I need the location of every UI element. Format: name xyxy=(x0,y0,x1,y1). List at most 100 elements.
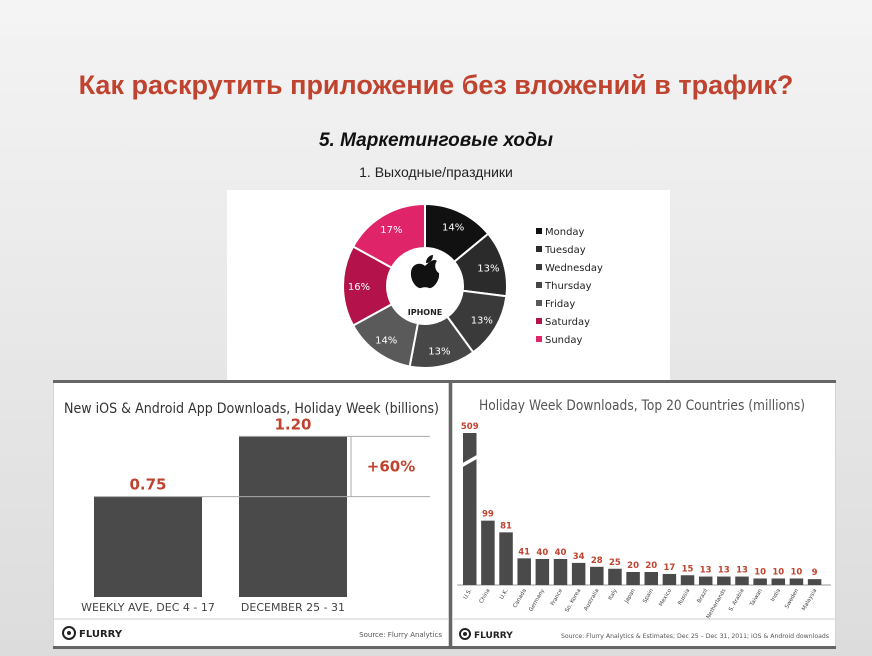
bar-category-label: China xyxy=(479,588,492,605)
donut-slice-label: 14% xyxy=(442,222,464,233)
bar xyxy=(517,558,531,585)
page-title: Как раскрутить приложение без вложений в… xyxy=(78,70,794,100)
section-subtitle: 5. Маркетинговые ходы xyxy=(318,130,554,151)
bar xyxy=(535,559,550,585)
bar-category-label: Malaysia xyxy=(801,588,818,612)
legend-label: Friday xyxy=(545,299,575,310)
top-countries-downloads-panel: Holiday Week Downloads, Top 20 Countries… xyxy=(452,382,836,648)
bar-value-label: 0.75 xyxy=(129,476,166,494)
legend-swatch xyxy=(536,228,542,234)
bar xyxy=(499,532,513,585)
bar-value-label: 13 xyxy=(700,566,712,576)
panel-divider xyxy=(53,380,836,383)
bar xyxy=(571,562,586,585)
donut-slice-label: 17% xyxy=(380,225,402,236)
bar xyxy=(789,578,804,585)
bar xyxy=(590,566,604,585)
bar-category-label: Netherlands xyxy=(706,588,728,620)
donut-slice-label: 13% xyxy=(477,264,499,275)
bar-value-label: 25 xyxy=(609,558,621,568)
bar-value-label: 13 xyxy=(718,566,730,576)
legend-label: Thursday xyxy=(544,281,592,292)
bar-category-label: Australia xyxy=(583,588,600,612)
bar xyxy=(239,436,347,597)
legend-swatch xyxy=(536,336,542,342)
bar-category-label: Japan xyxy=(623,588,637,606)
bar xyxy=(662,573,677,585)
bar-category-label: Mexico xyxy=(658,587,673,607)
bar-value-label: 1.20 xyxy=(274,415,311,433)
top-countries-downloads-chart: Holiday Week Downloads, Top 20 Countries… xyxy=(453,398,835,641)
apple-logo-icon xyxy=(410,255,440,289)
section-subsubtitle: 1. Выходные/праздники xyxy=(359,164,513,180)
bar-category-label: Canada xyxy=(512,588,528,609)
flurry-brand: FLURRY xyxy=(79,629,123,640)
donut-slice-label: 14% xyxy=(375,335,397,346)
bar-value-label: 509 xyxy=(461,422,479,432)
legend-label: Wednesday xyxy=(545,263,603,274)
panel-divider xyxy=(53,646,836,649)
bar xyxy=(463,433,477,585)
bar xyxy=(94,496,202,597)
bar-category-label: France xyxy=(550,587,565,606)
bar xyxy=(753,578,767,585)
bar-category-label: Spain xyxy=(642,588,655,605)
bar-value-label: 34 xyxy=(573,552,585,562)
bar xyxy=(626,572,640,585)
holiday-week-downloads-panel: New iOS & Android App Downloads, Holiday… xyxy=(53,382,449,648)
bar-category-label: Brazil xyxy=(697,588,710,605)
legend-label: Saturday xyxy=(545,317,590,328)
bar xyxy=(807,579,822,585)
bar xyxy=(608,568,622,585)
bar-category-label: S. Arabia xyxy=(728,588,746,612)
panel-divider xyxy=(449,382,452,648)
bar-value-label: 17 xyxy=(663,563,675,573)
bar-category-label: Taiwan xyxy=(749,588,764,609)
bar-category-label: Sweden xyxy=(784,588,800,610)
donut-slice-label: 16% xyxy=(348,282,370,293)
bar-value-label: 20 xyxy=(627,561,639,571)
bar-category-label: Italy xyxy=(608,587,620,601)
bar-value-label: 10 xyxy=(791,568,803,578)
bar-value-label: 28 xyxy=(591,556,603,566)
chart-title: Holiday Week Downloads, Top 20 Countries… xyxy=(479,398,805,414)
bar-category-label: U.S. xyxy=(463,588,474,601)
bar xyxy=(735,576,749,585)
legend-swatch xyxy=(536,264,542,270)
donut-slice-label: 13% xyxy=(471,316,493,327)
legend-swatch xyxy=(536,282,542,288)
axis-break-mark xyxy=(461,454,479,468)
bar-category-label: U.K. xyxy=(499,588,510,601)
flurry-logo-icon xyxy=(459,628,471,640)
donut-center-label: IPHONE xyxy=(408,308,443,317)
bar-category-label: India xyxy=(770,588,782,603)
flurry-logo-icon xyxy=(62,626,76,640)
weekday-donut-chart: 14% 13% 13% 13% 14% 16% 17% IPHONE Monday Tuesd… xyxy=(342,202,603,369)
chart-source: Source: Flurry Analytics xyxy=(359,631,442,639)
bar xyxy=(644,572,658,585)
bar-category-label: Russia xyxy=(677,588,691,606)
bar xyxy=(481,520,495,585)
legend-swatch xyxy=(536,318,542,324)
bar-value-label: 40 xyxy=(536,548,548,558)
bar-value-label: 40 xyxy=(555,548,567,558)
bar-category-label: Germany xyxy=(528,587,546,613)
legend-label: Sunday xyxy=(545,335,582,346)
legend-swatch xyxy=(536,246,542,252)
bar-value-label: 99 xyxy=(482,510,494,520)
legend-label: Monday xyxy=(545,227,585,238)
bar xyxy=(680,575,695,585)
donut-slice-label: 13% xyxy=(428,346,450,357)
bar xyxy=(553,559,568,585)
bar xyxy=(717,576,731,585)
bar-category-label: WEEKLY AVE, DEC 4 - 17 xyxy=(81,601,215,614)
bar-value-label: 13 xyxy=(736,566,748,576)
legend-label: Tuesday xyxy=(544,245,586,256)
bar-value-label: 9 xyxy=(812,568,818,578)
bar-value-label: 81 xyxy=(500,521,512,531)
holiday-week-downloads-chart: New iOS & Android App Downloads, Holiday… xyxy=(54,401,448,640)
chart-title: New iOS & Android App Downloads, Holiday… xyxy=(64,401,439,417)
weekday-donut-panel: 14% 13% 13% 13% 14% 16% 17% IPHONE Monday Tuesd… xyxy=(227,190,670,382)
bar-category-label: DECEMBER 25 - 31 xyxy=(241,601,345,614)
bar-value-label: 10 xyxy=(772,568,784,578)
